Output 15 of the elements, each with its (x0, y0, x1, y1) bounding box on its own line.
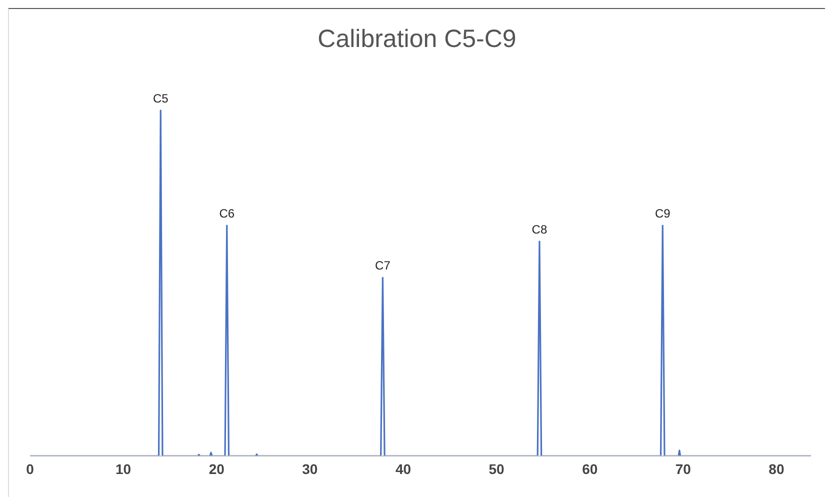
x-tick-label: 70 (675, 460, 692, 477)
x-tick-label: 10 (116, 460, 132, 477)
x-tick-label: 80 (768, 460, 784, 477)
x-tick-label: 50 (488, 460, 505, 477)
annotation: C7 (375, 258, 391, 273)
annotation: C8 (532, 222, 548, 236)
annotation: C9 (654, 206, 671, 221)
chart-title: Calibration C5-C9 (316, 25, 518, 54)
x-tick-label: 20 (208, 460, 225, 477)
x-tick-label: 0 (26, 460, 34, 477)
annotation: C6 (219, 206, 235, 221)
x-tick-label: 40 (395, 460, 412, 477)
x-tick-label: 30 (302, 460, 318, 477)
x-tick-label: 60 (582, 460, 598, 477)
annotation: C5 (152, 91, 169, 106)
